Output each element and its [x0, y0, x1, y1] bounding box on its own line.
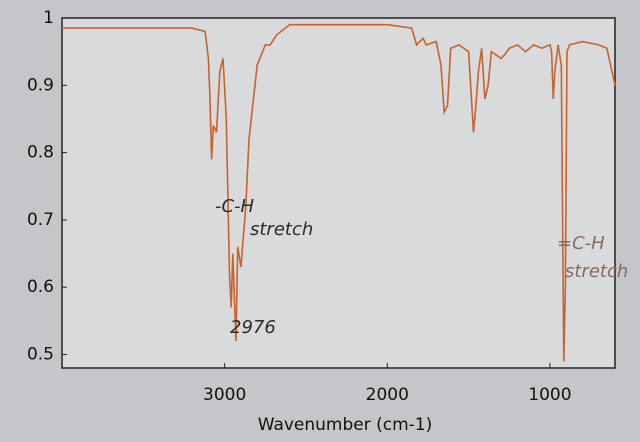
annotation: stretch	[250, 219, 313, 240]
spectrum-line	[62, 23, 616, 362]
annotation: stretch	[565, 261, 628, 282]
x-tick-label: 3000	[203, 385, 246, 405]
annotation: -C-H	[215, 196, 255, 217]
x-tick-label: 2000	[366, 385, 409, 405]
y-tick-label: 0.8	[27, 143, 54, 163]
annotation: 2976	[230, 317, 276, 338]
y-tick-label: 1	[43, 8, 54, 28]
x-axis-label: Wavenumber (cm-1)	[258, 415, 433, 435]
x-tick-label: 1000	[528, 385, 571, 405]
y-tick-label: 0.9	[27, 75, 54, 95]
y-tick-label: 0.5	[27, 345, 54, 365]
y-tick-label: 0.7	[27, 210, 54, 230]
y-tick-label: 0.6	[27, 277, 54, 297]
annotation: =C-H	[557, 233, 605, 254]
plot-area	[61, 17, 616, 369]
